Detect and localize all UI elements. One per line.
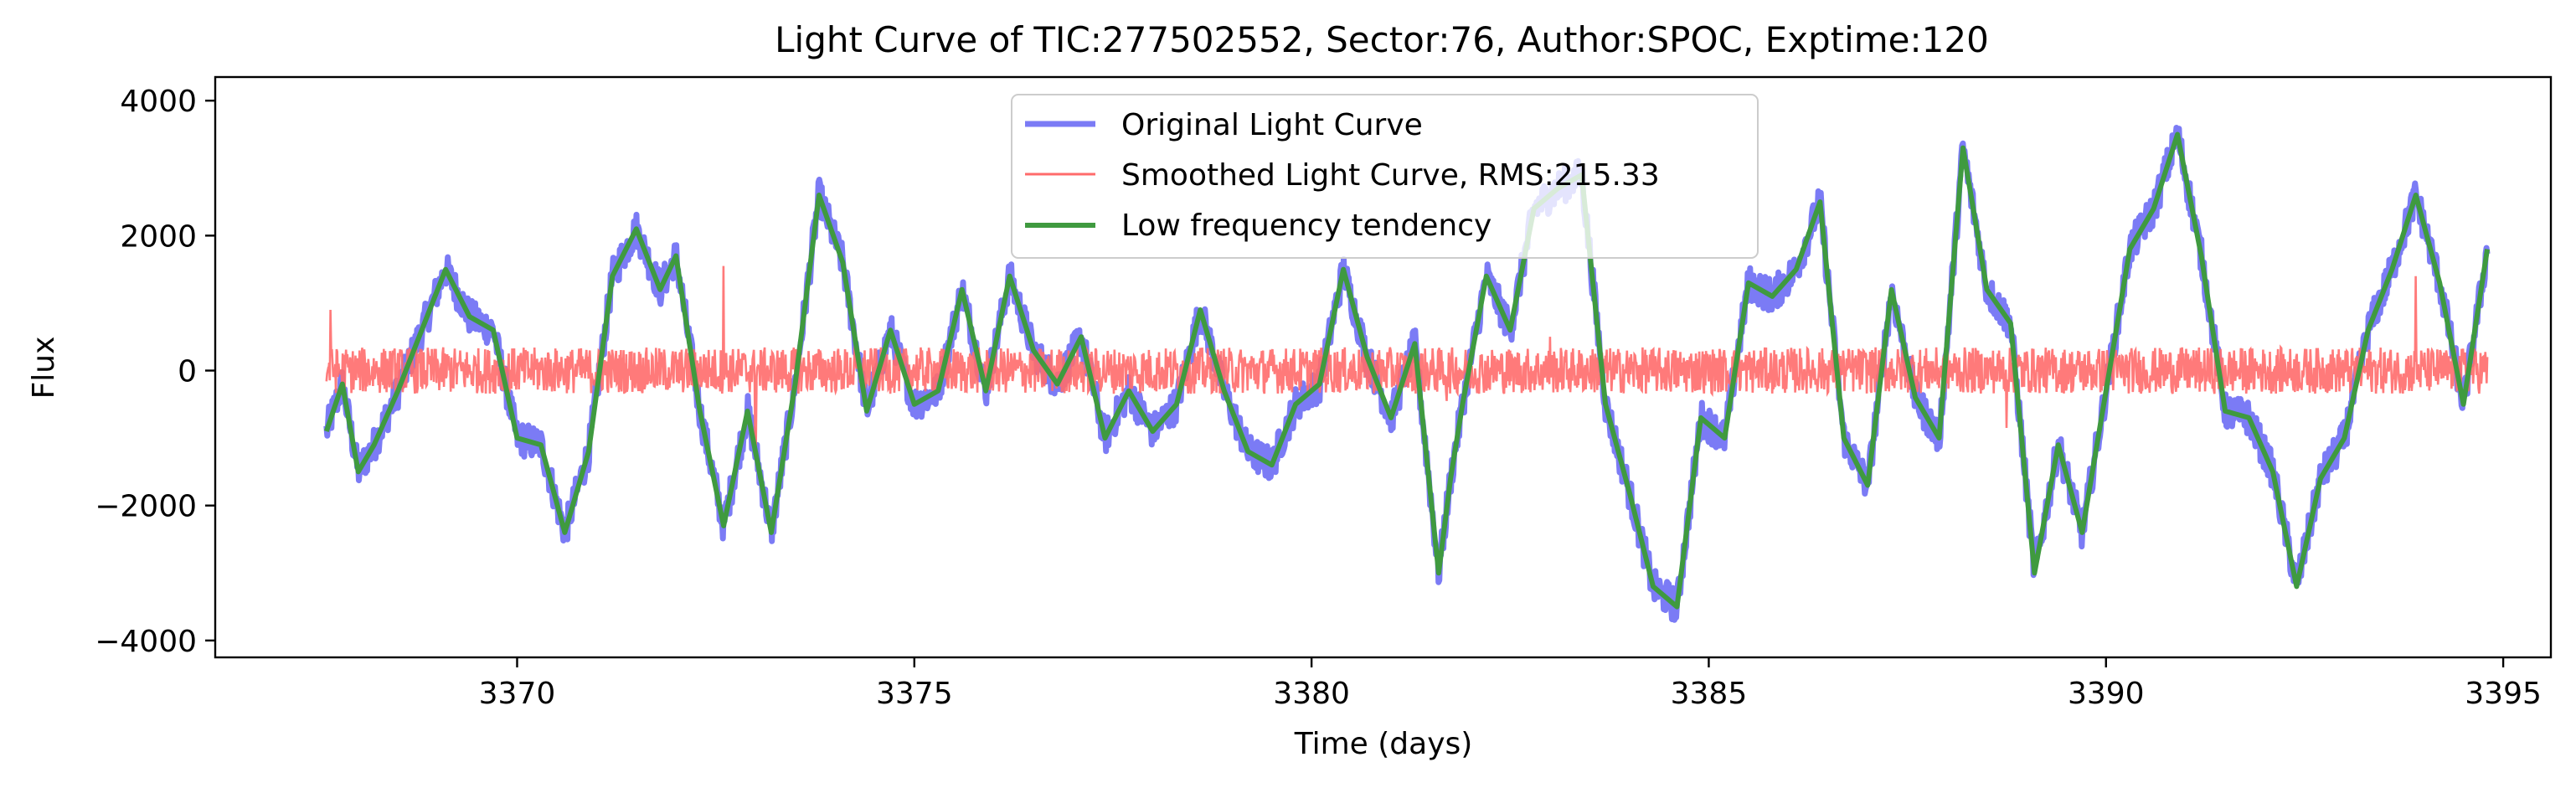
x-tick-label: 3385 <box>1671 677 1748 711</box>
legend-label-tendency: Low frequency tendency <box>1121 209 1492 243</box>
y-tick-label: 4000 <box>120 85 197 119</box>
y-axis-label: Flux <box>27 337 61 399</box>
axes-frame <box>214 75 2553 659</box>
plot-area <box>323 125 2491 623</box>
legend-label-smoothed: Smoothed Light Curve, RMS:215.33 <box>1121 158 1660 193</box>
legend-box <box>1011 94 1759 259</box>
y-tick-label: 2000 <box>120 219 197 254</box>
x-tick-label: 3380 <box>1273 677 1350 711</box>
series-low-frequency-tendency <box>323 131 2491 610</box>
y-tick-label: −4000 <box>95 625 197 659</box>
x-tick-label: 3375 <box>876 677 953 711</box>
x-axis-label: Time (days) <box>1294 727 1473 761</box>
x-tick-label: 3370 <box>479 677 556 711</box>
y-axis: −4000 −2000 0 2000 4000 <box>95 85 215 659</box>
chart-title: Light Curve of TIC:277502552, Sector:76,… <box>775 19 1989 60</box>
y-tick-label: −2000 <box>95 490 197 524</box>
y-tick-label: 0 <box>178 355 197 389</box>
x-tick-label: 3395 <box>2465 677 2542 711</box>
legend: Original Light Curve Smoothed Light Curv… <box>1011 94 1759 259</box>
legend-label-original: Original Light Curve <box>1121 108 1423 142</box>
x-tick-label: 3390 <box>2068 677 2145 711</box>
x-axis: 3370 3375 3380 3385 3390 3395 <box>479 657 2542 711</box>
